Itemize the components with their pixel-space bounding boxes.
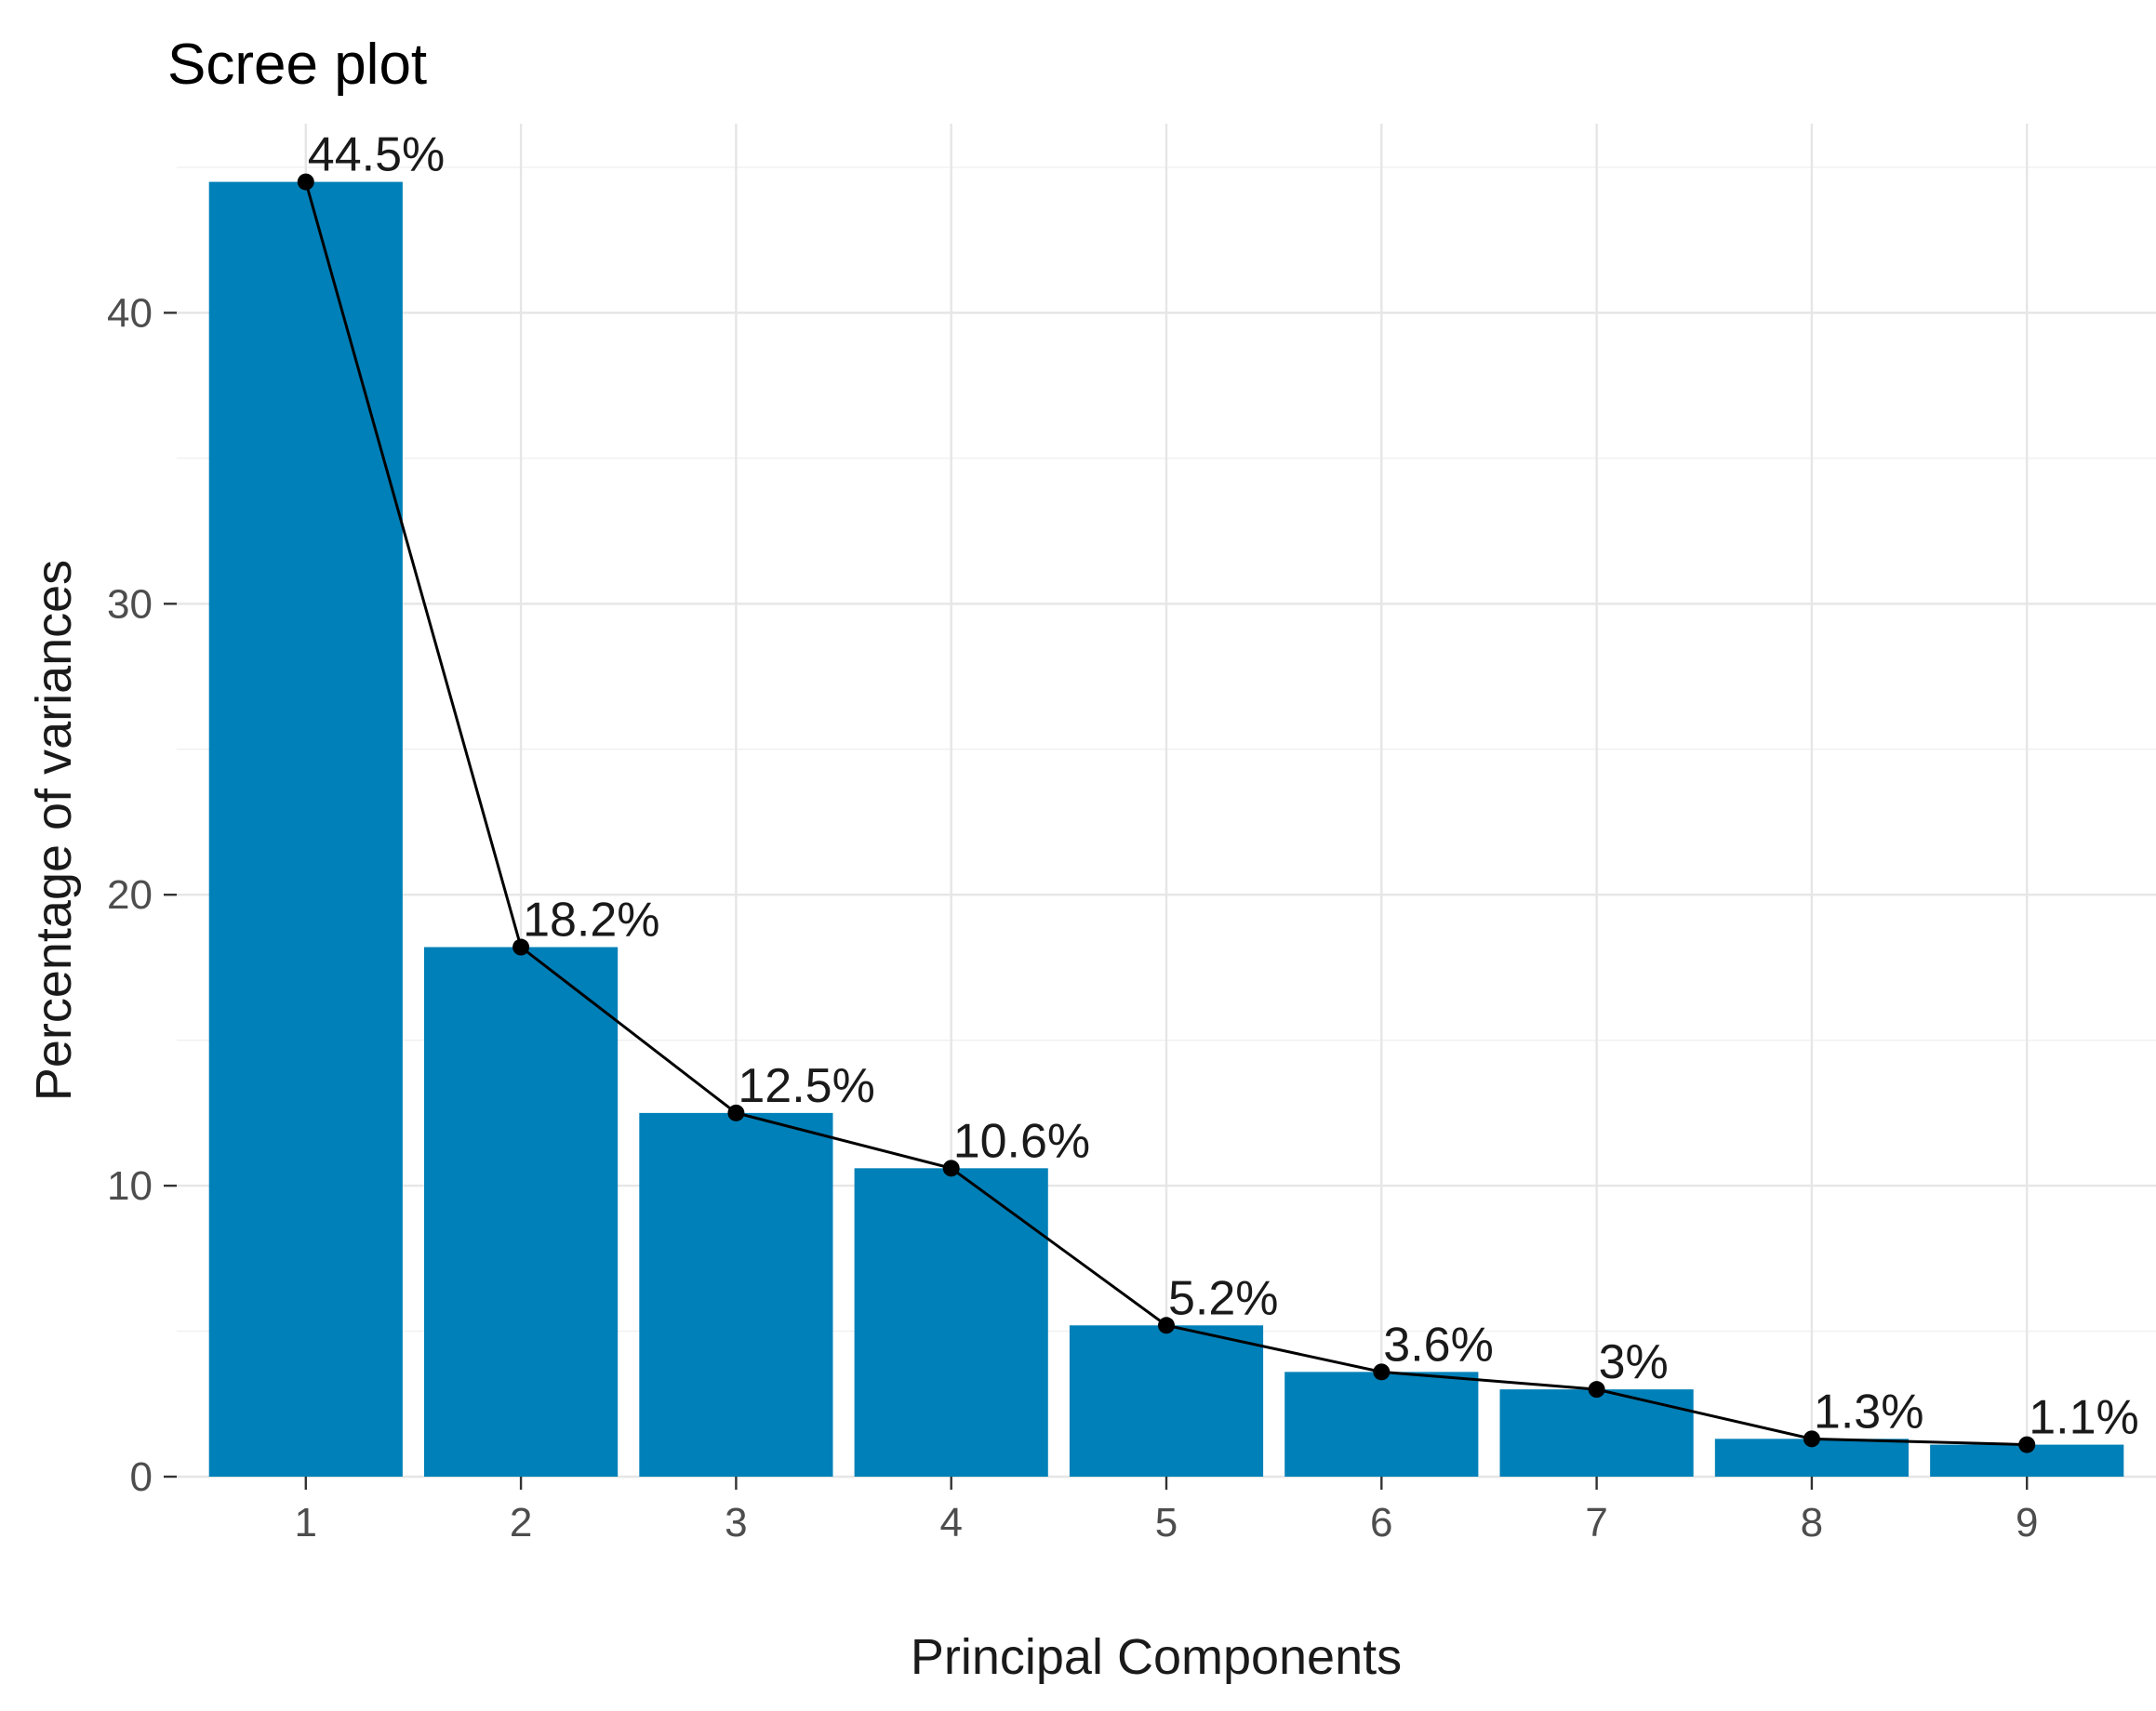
x-tick-label: 2 (510, 1500, 532, 1545)
x-tick-label: 3 (725, 1500, 747, 1545)
line-series (297, 173, 2036, 1453)
x-tick-label: 5 (1155, 1500, 1178, 1545)
point-pc-4 (942, 1160, 960, 1177)
point-pc-9 (2018, 1436, 2036, 1453)
x-tick-label: 6 (1370, 1500, 1392, 1545)
bar-pc-3 (639, 1112, 833, 1477)
bar-pc-1 (208, 181, 403, 1477)
bar-pc-5 (1069, 1325, 1264, 1477)
point-pc-7 (1588, 1381, 1605, 1399)
point-pc-5 (1158, 1317, 1175, 1334)
data-label-pc-2: 18.2% (523, 894, 659, 948)
axes: 0 10 20 30 40 1 2 3 4 5 6 7 8 9 (107, 290, 2038, 1545)
data-label-pc-7: 3% (1599, 1335, 1669, 1389)
y-axis-label: Percentage of variances (26, 560, 82, 1101)
y-tick-label: 30 (107, 581, 153, 627)
x-tick-label: 9 (2016, 1500, 2038, 1545)
bar-pc-6 (1284, 1372, 1479, 1477)
bar-series (208, 181, 2124, 1477)
x-tick-label: 4 (939, 1500, 962, 1545)
y-tick-label: 40 (107, 290, 153, 336)
point-pc-8 (1803, 1430, 1820, 1448)
point-pc-6 (1373, 1363, 1391, 1381)
chart-title: Scree plot (167, 33, 427, 97)
x-tick-label: 8 (1801, 1500, 1823, 1545)
x-axis-label: Principal Components (911, 1629, 1402, 1685)
y-tick-label: 20 (107, 872, 153, 918)
y-tick-label: 10 (107, 1163, 153, 1209)
point-pc-3 (727, 1104, 745, 1121)
data-label-pc-9: 1.1% (2029, 1391, 2139, 1445)
x-tick-label: 1 (295, 1500, 317, 1545)
data-label-pc-6: 3.6% (1383, 1318, 1494, 1372)
point-pc-2 (512, 938, 530, 956)
data-label-pc-4: 10.6% (953, 1114, 1090, 1168)
bar-pc-7 (1499, 1389, 1694, 1477)
data-label-pc-3: 12.5% (738, 1059, 874, 1113)
data-label-pc-5: 5.2% (1168, 1271, 1279, 1325)
data-label-pc-1: 44.5% (308, 128, 445, 182)
y-tick-label: 0 (130, 1454, 153, 1500)
point-pc-1 (297, 173, 314, 191)
data-labels: 44.5% 18.2% 12.5% 10.6% 5.2% 3.6% 3% 1.3% 1.1% (308, 128, 2139, 1445)
data-label-pc-8: 1.3% (1814, 1385, 1924, 1439)
x-tick-label: 7 (1585, 1500, 1607, 1545)
bar-pc-2 (424, 947, 619, 1477)
bar-pc-4 (854, 1168, 1048, 1477)
